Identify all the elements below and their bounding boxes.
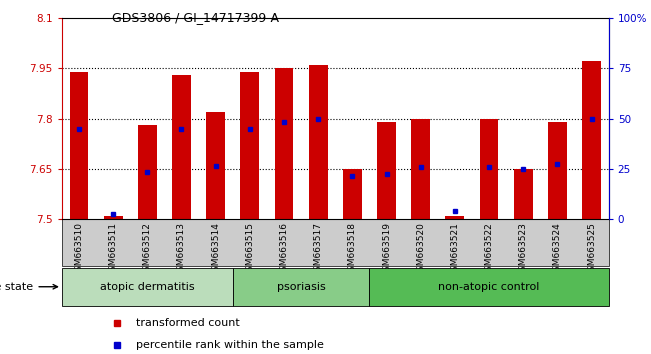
- Text: atopic dermatitis: atopic dermatitis: [100, 282, 195, 292]
- FancyBboxPatch shape: [370, 268, 609, 306]
- Bar: [548, 122, 567, 219]
- Bar: [514, 169, 533, 219]
- Bar: [70, 72, 89, 219]
- Bar: [480, 119, 499, 219]
- Text: percentile rank within the sample: percentile rank within the sample: [135, 339, 324, 350]
- Bar: [172, 75, 191, 219]
- Bar: [275, 68, 294, 219]
- FancyBboxPatch shape: [233, 268, 370, 306]
- Text: psoriasis: psoriasis: [277, 282, 326, 292]
- Bar: [240, 72, 259, 219]
- Bar: [582, 62, 601, 219]
- Bar: [343, 169, 362, 219]
- Bar: [206, 112, 225, 219]
- Text: GDS3806 / GI_14717399-A: GDS3806 / GI_14717399-A: [112, 11, 279, 24]
- Bar: [445, 216, 464, 219]
- FancyBboxPatch shape: [62, 268, 233, 306]
- Text: transformed count: transformed count: [135, 318, 240, 329]
- Bar: [138, 125, 157, 219]
- Bar: [104, 216, 122, 219]
- Bar: [377, 122, 396, 219]
- Bar: [309, 65, 327, 219]
- Text: disease state: disease state: [0, 282, 57, 292]
- Bar: [411, 119, 430, 219]
- Text: non-atopic control: non-atopic control: [438, 282, 540, 292]
